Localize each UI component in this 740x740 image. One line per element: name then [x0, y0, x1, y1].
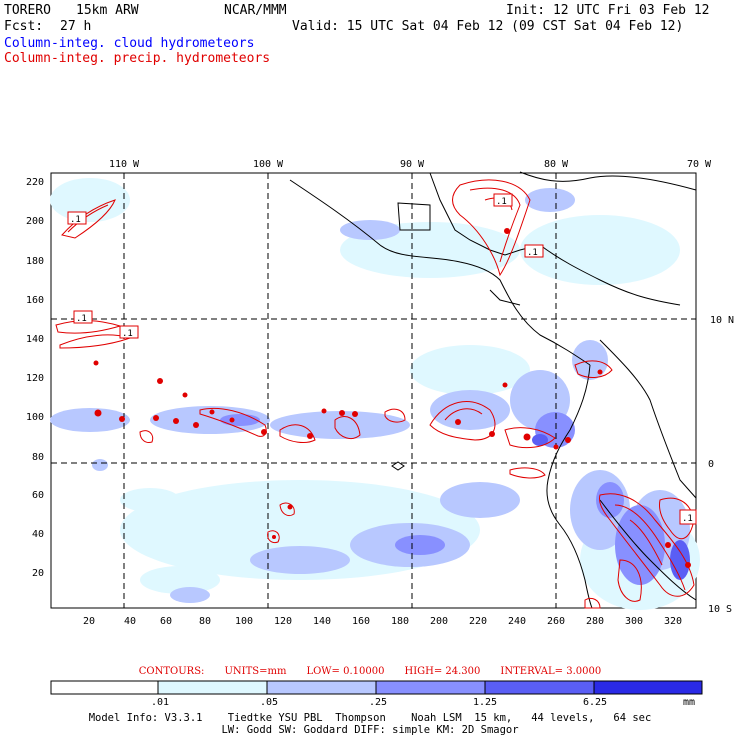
y-tick-label: 120	[26, 373, 44, 384]
contour-units: UNITS=mm	[224, 666, 287, 677]
y-tick-label: 80	[32, 452, 44, 463]
y-tick-label: 160	[26, 295, 44, 306]
init-time: Init: 12 UTC Fri 03 Feb 12	[506, 3, 710, 18]
legend-cloud-hydrometeors: Column-integ. cloud hydrometeors	[4, 36, 255, 51]
contour-label: .1	[527, 248, 538, 258]
right-latitude-labels: 10 N 0 10 S	[708, 315, 734, 615]
x-tick-label: 80	[199, 616, 211, 627]
y-tick-label: 220	[26, 177, 44, 188]
forecast-hours: 27 h	[60, 19, 92, 34]
model-name: TORERO	[4, 3, 51, 18]
x-tick-label: 120	[274, 616, 292, 627]
contour-title: CONTOURS:	[138, 666, 205, 677]
x-tick-label: 140	[313, 616, 331, 627]
colorbar-segment	[50, 680, 159, 695]
lat-label: 10 S	[708, 604, 732, 615]
contour-label: .1	[682, 514, 693, 524]
contour-label: .1	[76, 314, 87, 324]
lat-label: 10 N	[710, 315, 734, 326]
lat-label: 0	[708, 459, 714, 470]
resolution-label: 15km ARW	[76, 3, 139, 18]
x-tick-label: 320	[664, 616, 682, 627]
lon-label: 90 W	[400, 159, 425, 170]
contour-value-labels: .1 .1 .1 .1 .1 .1	[67, 193, 697, 525]
x-tick-label: 300	[625, 616, 643, 627]
bottom-axis-labels: 20 40 60 80 100 120 140 160 180 200 220 …	[83, 616, 682, 627]
y-tick-label: 60	[32, 490, 44, 501]
y-tick-label: 200	[26, 216, 44, 227]
lon-label: 100 W	[253, 159, 284, 170]
colorbar-segment	[484, 680, 595, 695]
x-tick-label: 220	[469, 616, 487, 627]
left-axis-labels: 220 200 180 160 140 120 100 80 60 40 20	[26, 177, 44, 579]
contour-label: .1	[70, 215, 81, 225]
x-tick-label: 20	[83, 616, 95, 627]
x-tick-label: 100	[235, 616, 253, 627]
contour-label: .1	[122, 329, 133, 339]
y-tick-label: 20	[32, 568, 44, 579]
cloud-hydrometeor-shading	[50, 178, 700, 610]
colorbar-segment	[157, 680, 268, 695]
colorbar-label: 1.25	[473, 697, 498, 708]
lon-label: 110 W	[109, 159, 140, 170]
x-tick-label: 40	[124, 616, 136, 627]
contour-low: LOW= 0.10000	[306, 666, 385, 677]
x-tick-label: 200	[430, 616, 448, 627]
x-tick-label: 60	[160, 616, 172, 627]
colorbar-label: .05	[260, 697, 279, 708]
coastlines	[289, 171, 697, 609]
forecast-label: Fcst:	[4, 19, 44, 34]
model-info-line-1: Model Info: V3.3.1 Tiedtke YSU PBL Thomp…	[88, 712, 652, 724]
contour-high: HIGH= 24.300	[404, 666, 481, 677]
colorbar-segment	[375, 680, 486, 695]
colorbar	[50, 680, 703, 695]
top-longitude-labels: 110 W 100 W 90 W 80 W 70 W	[109, 159, 712, 170]
model-info-line-2: LW: Godd SW: Goddard DIFF: simple KM: 2D…	[221, 724, 519, 736]
colorbar-segment	[266, 680, 377, 695]
contour-info: CONTOURS: UNITS=mm LOW= 0.10000 HIGH= 24.30…	[0, 666, 740, 677]
precip-cells	[93, 228, 691, 568]
x-tick-label: 180	[391, 616, 409, 627]
y-tick-label: 40	[32, 529, 44, 540]
lon-label: 80 W	[544, 159, 569, 170]
x-tick-label: 240	[508, 616, 526, 627]
colorbar-segment	[593, 680, 703, 695]
legend-precip-hydrometeors: Column-integ. precip. hydrometeors	[4, 51, 271, 66]
x-tick-label: 160	[352, 616, 370, 627]
colorbar-label: .25	[369, 697, 388, 708]
colorbar-label: 6.25	[583, 697, 608, 708]
x-tick-label: 280	[586, 616, 604, 627]
lon-label: 70 W	[687, 159, 712, 170]
contour-label: .1	[496, 197, 507, 207]
colorbar-label: .01	[151, 697, 170, 708]
colorbar-units: mm	[683, 697, 696, 708]
x-tick-label: 260	[547, 616, 565, 627]
y-tick-label: 100	[26, 412, 44, 423]
y-tick-label: 140	[26, 334, 44, 345]
contour-interval: INTERVAL= 3.0000	[500, 666, 602, 677]
y-tick-label: 180	[26, 256, 44, 267]
organization-label: NCAR/MMM	[224, 3, 287, 18]
valid-time: Valid: 15 UTC Sat 04 Feb 12 (09 CST Sat …	[292, 19, 684, 34]
